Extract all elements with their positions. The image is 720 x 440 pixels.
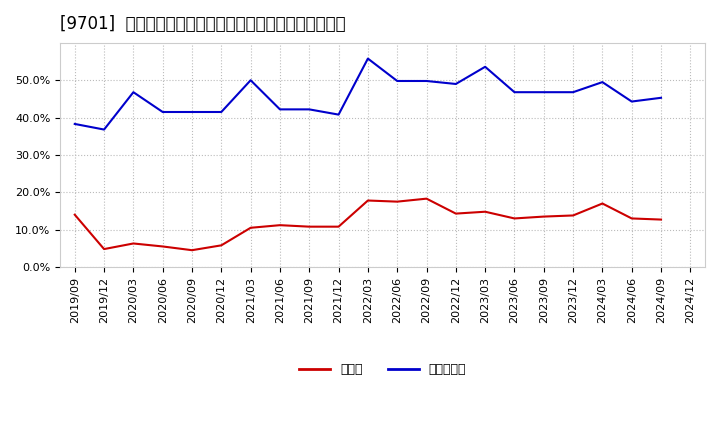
Text: [9701]  現預金、有利子負債の総資産に対する比率の推移: [9701] 現預金、有利子負債の総資産に対する比率の推移: [60, 15, 346, 33]
Legend: 現預金, 有利子負債: 現預金, 有利子負債: [294, 359, 472, 381]
